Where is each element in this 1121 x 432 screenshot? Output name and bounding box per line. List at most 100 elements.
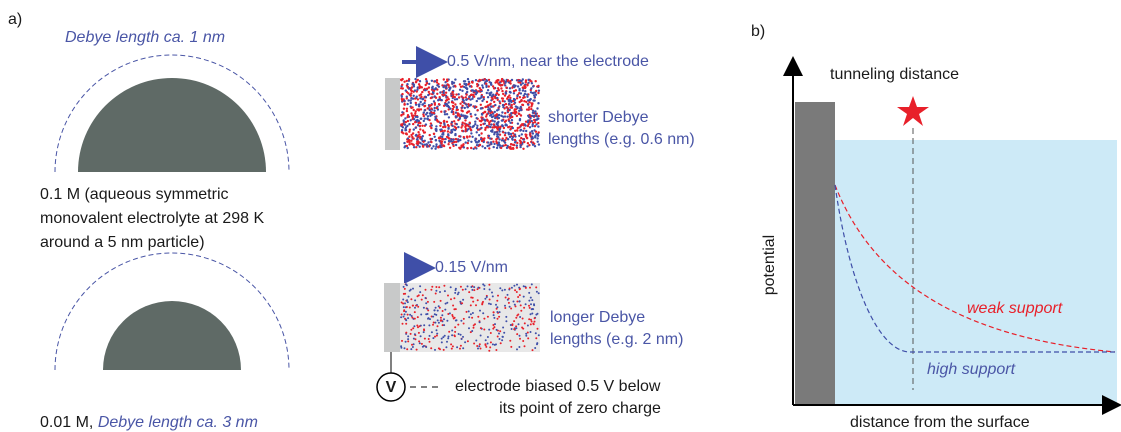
- ion: [400, 346, 403, 349]
- ion: [507, 126, 510, 129]
- ion: [408, 135, 411, 138]
- ion: [487, 104, 490, 107]
- ion: [400, 79, 403, 82]
- ion: [447, 337, 450, 340]
- ion: [489, 341, 492, 344]
- ion: [418, 325, 421, 328]
- ion: [514, 305, 517, 308]
- ion: [525, 129, 528, 133]
- ion: [509, 96, 512, 100]
- panel-label: b): [751, 23, 765, 40]
- ion: [404, 302, 406, 305]
- ion: [475, 304, 477, 307]
- ion: [501, 144, 504, 148]
- ion: [515, 327, 518, 330]
- ion: [489, 112, 492, 115]
- ion: [486, 96, 490, 99]
- ion: [444, 99, 448, 102]
- ion: [512, 99, 515, 103]
- ion: [469, 112, 472, 116]
- ion: [513, 98, 517, 102]
- ion: [403, 287, 406, 290]
- ion: [468, 95, 471, 99]
- ion: [501, 89, 504, 93]
- ion: [439, 91, 442, 94]
- ion: [475, 105, 478, 109]
- ion: [520, 133, 523, 136]
- ion: [483, 122, 486, 125]
- ion: [434, 96, 438, 100]
- ion: [430, 124, 433, 127]
- ion: [488, 298, 491, 301]
- ion: [504, 143, 507, 147]
- ion: [472, 324, 475, 327]
- ion: [476, 124, 479, 128]
- ion: [414, 121, 417, 124]
- ion: [454, 291, 457, 294]
- ion: [452, 304, 455, 307]
- ion: [464, 124, 467, 128]
- ion: [447, 294, 449, 297]
- ion: [429, 137, 432, 141]
- weak-label: weak support: [967, 300, 1063, 317]
- ion: [537, 143, 541, 146]
- caption-line: shorter Debye: [548, 109, 649, 126]
- ion: [426, 313, 429, 315]
- ion: [517, 323, 520, 326]
- ion: [427, 93, 430, 97]
- bias-line: its point of zero charge: [499, 400, 661, 417]
- ion: [488, 349, 491, 352]
- ion: [414, 77, 417, 81]
- ion: [499, 125, 502, 128]
- ion: [436, 325, 439, 328]
- ion: [476, 299, 479, 302]
- ion: [466, 77, 470, 81]
- ion: [454, 103, 457, 106]
- ion: [488, 92, 491, 95]
- ion: [428, 108, 431, 112]
- ion: [421, 90, 424, 94]
- ion: [436, 92, 439, 96]
- ion: [495, 146, 499, 150]
- ion: [441, 129, 444, 133]
- ion: [518, 346, 521, 348]
- ion: [483, 328, 486, 331]
- ion: [481, 86, 485, 89]
- ion: [428, 340, 431, 343]
- ion: [519, 145, 522, 149]
- ion: [452, 128, 455, 131]
- ion: [492, 87, 496, 90]
- ion: [485, 105, 488, 109]
- ion: [490, 91, 493, 94]
- ion: [494, 96, 497, 100]
- caption-line: longer Debye: [550, 309, 645, 326]
- ion: [508, 87, 512, 90]
- ion: [485, 296, 488, 298]
- ion: [529, 313, 532, 316]
- ion: [519, 144, 522, 147]
- ion: [415, 348, 418, 351]
- ion: [469, 104, 472, 107]
- ion: [454, 143, 458, 147]
- ion: [408, 143, 411, 146]
- ion: [427, 86, 431, 89]
- ion: [509, 82, 512, 85]
- ion: [506, 138, 510, 141]
- ion: [450, 121, 454, 124]
- ion: [464, 114, 467, 118]
- ion: [433, 135, 436, 138]
- ion: [472, 147, 475, 150]
- ion: [410, 328, 413, 331]
- ion: [429, 122, 433, 125]
- ion: [480, 118, 484, 122]
- ion: [526, 95, 529, 99]
- ion: [499, 84, 502, 87]
- ion: [410, 298, 413, 301]
- ion: [423, 143, 427, 146]
- ion: [442, 144, 446, 148]
- ion: [535, 313, 538, 316]
- ion: [481, 145, 484, 148]
- ion: [519, 316, 522, 318]
- ion: [518, 112, 521, 116]
- ion: [492, 314, 495, 317]
